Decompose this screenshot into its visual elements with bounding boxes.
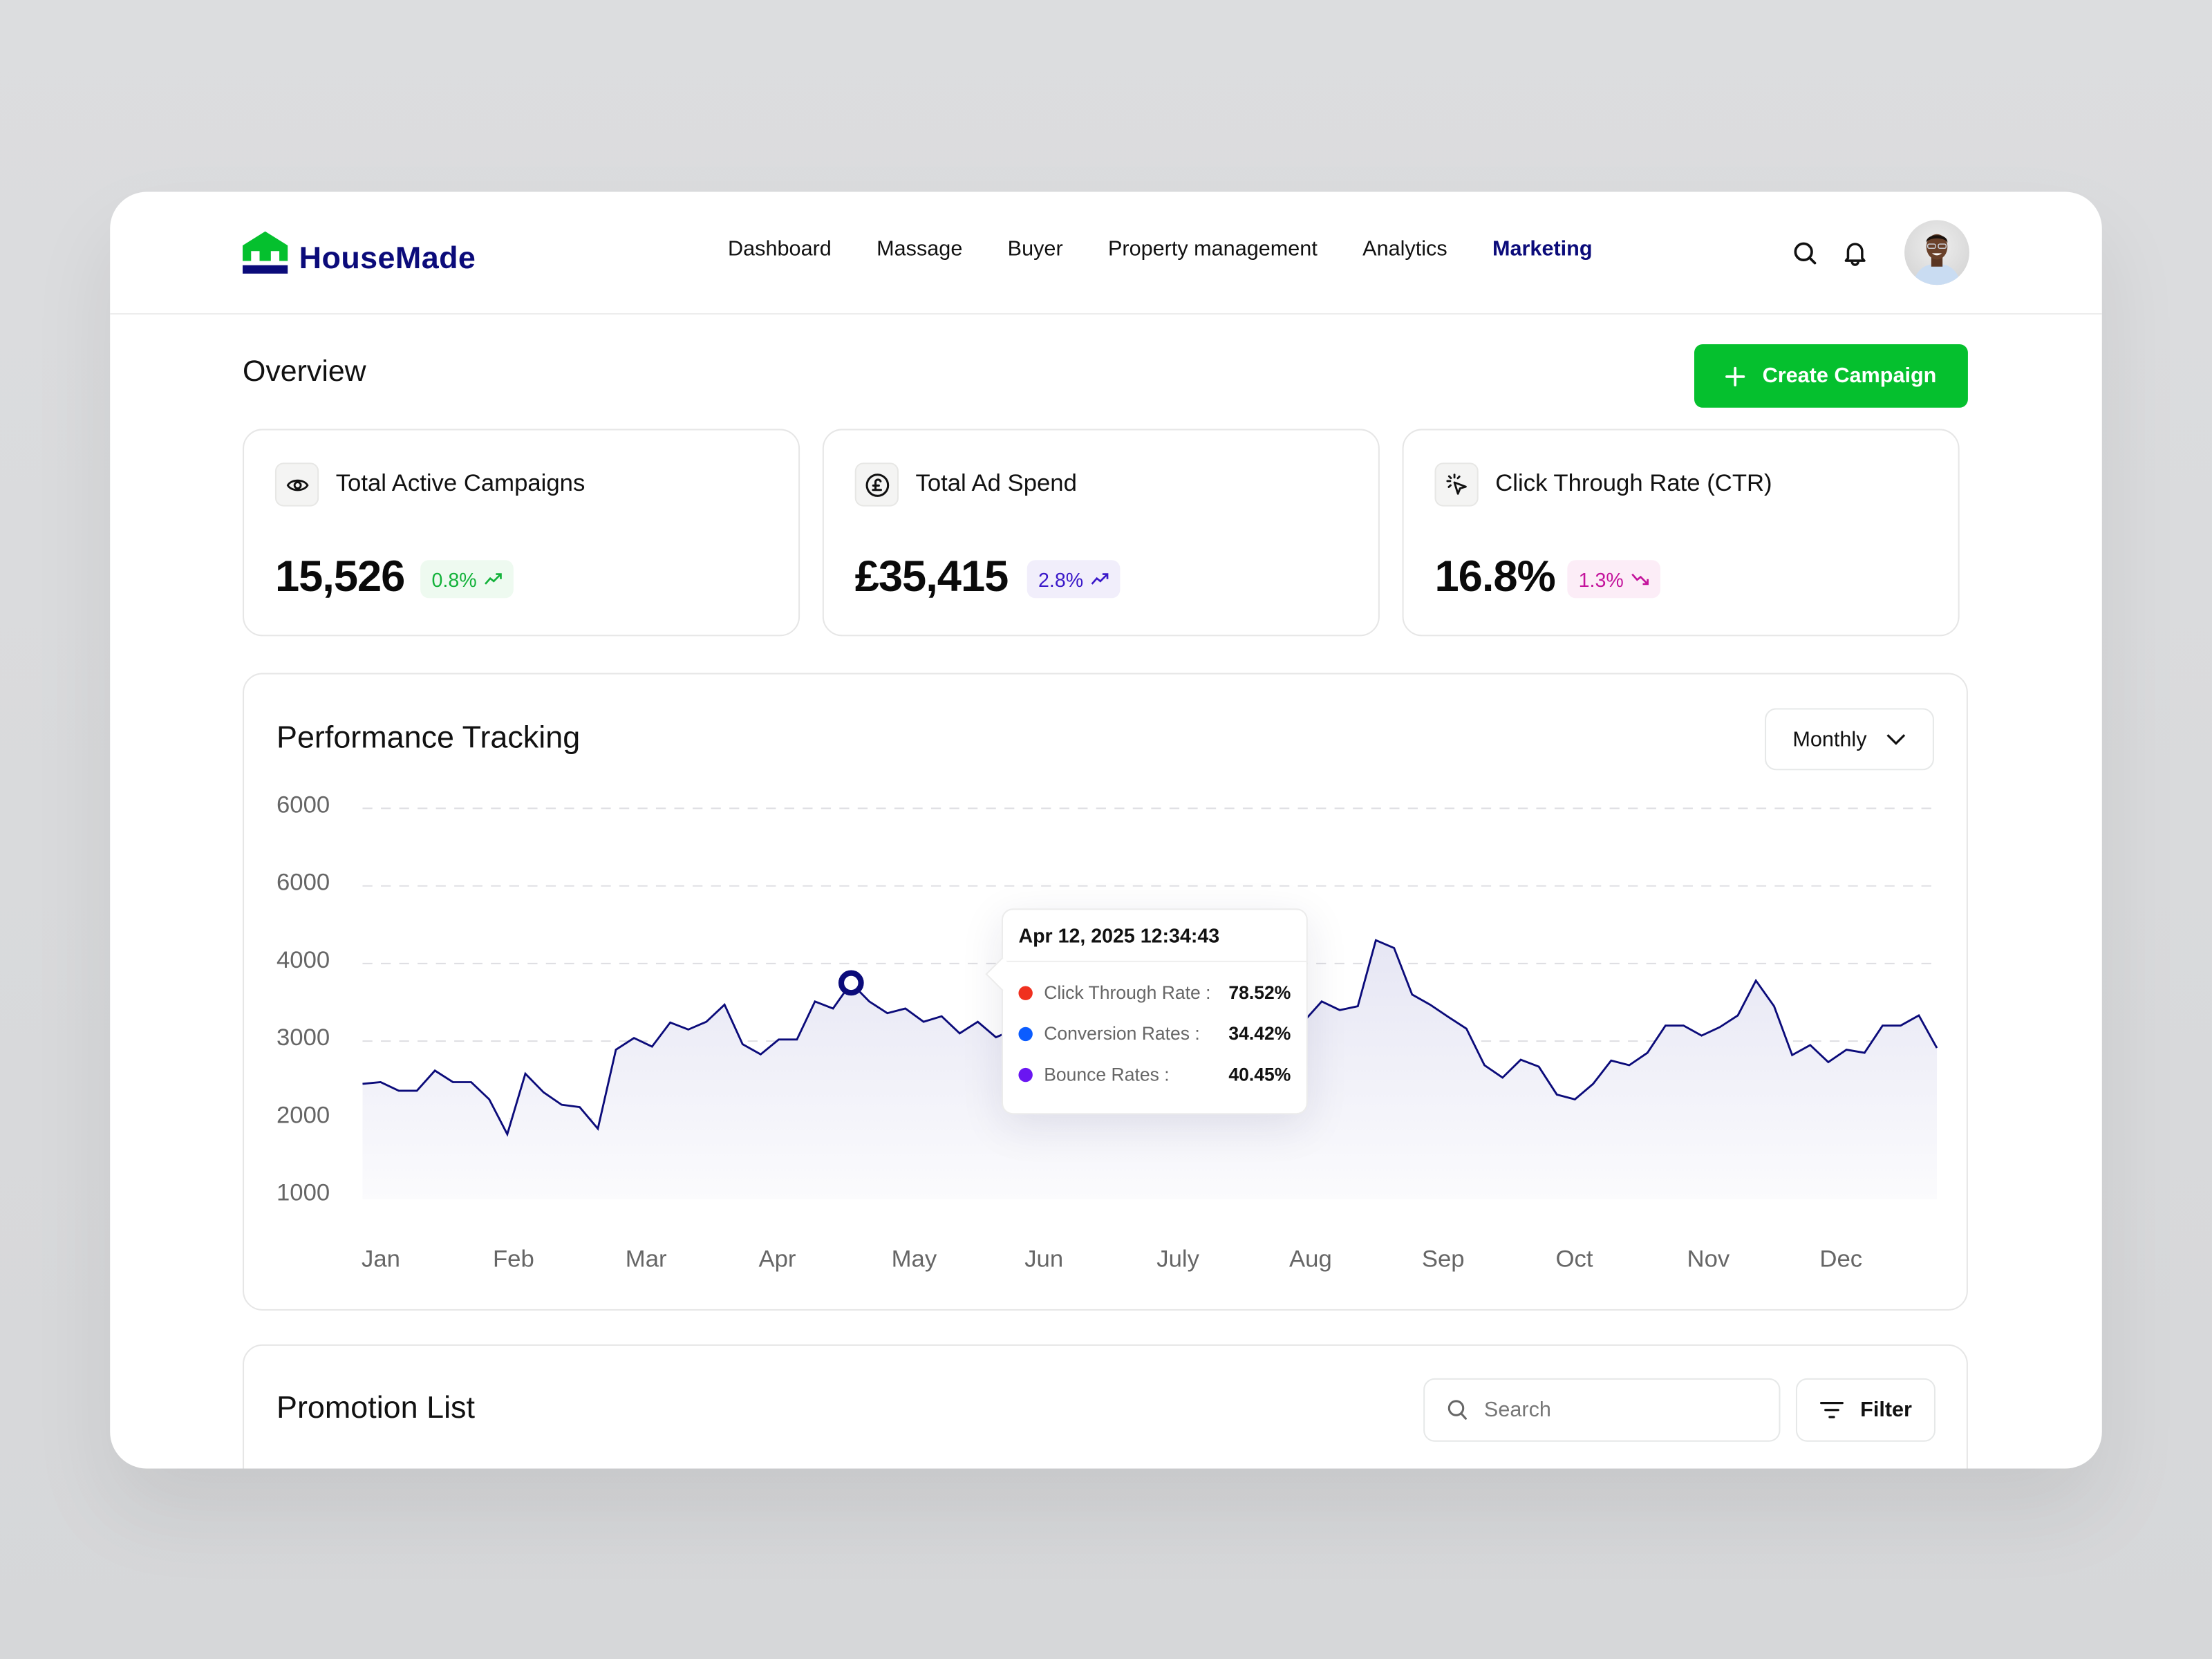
change-badge: 0.8% bbox=[420, 560, 514, 599]
search-icon bbox=[1447, 1400, 1467, 1420]
x-axis-label: May bbox=[891, 1246, 937, 1273]
search-input[interactable] bbox=[1481, 1396, 1755, 1424]
x-axis-label: Feb bbox=[492, 1246, 534, 1273]
x-axis-label: Sep bbox=[1421, 1246, 1465, 1273]
stats-cards: Total Active Campaigns 15,526 0.8% Total… bbox=[243, 429, 1960, 637]
stat-title: Total Active Campaigns bbox=[335, 469, 585, 497]
bell-icon bbox=[1844, 242, 1866, 265]
stat-title: Click Through Rate (CTR) bbox=[1495, 469, 1772, 497]
nav-item-marketing[interactable]: Marketing bbox=[1492, 236, 1593, 261]
y-axis-label: 2000 bbox=[276, 1101, 330, 1129]
filter-button[interactable]: Filter bbox=[1795, 1378, 1936, 1442]
tooltip-timestamp: Apr 12, 2025 12:34:43 bbox=[1003, 910, 1306, 962]
y-axis-label: 1000 bbox=[276, 1179, 330, 1206]
x-axis-label: Apr bbox=[758, 1246, 796, 1273]
panel-title: Performance Tracking bbox=[276, 719, 581, 755]
legend-dot-blue bbox=[1018, 1026, 1033, 1041]
eye-icon-box bbox=[274, 462, 319, 507]
main-nav: Dashboard Massage Buyer Property managem… bbox=[728, 237, 1638, 261]
tooltip-label: Click Through Rate : bbox=[1044, 982, 1211, 1004]
search-field[interactable] bbox=[1423, 1378, 1781, 1442]
cursor-icon-box bbox=[1434, 462, 1479, 507]
tooltip-value: 40.45% bbox=[1228, 1063, 1291, 1085]
trend-up-icon bbox=[1091, 573, 1109, 585]
create-campaign-button[interactable]: Create Campaign bbox=[1694, 344, 1968, 408]
period-select[interactable]: Monthly bbox=[1765, 708, 1934, 771]
notifications-button[interactable] bbox=[1839, 237, 1871, 268]
change-badge: 1.3% bbox=[1567, 560, 1660, 599]
y-axis-label: 3000 bbox=[276, 1024, 330, 1051]
stat-value: £35,415 bbox=[854, 551, 1009, 601]
header-actions bbox=[1789, 220, 1969, 285]
nav-item-dashboard[interactable]: Dashboard bbox=[728, 236, 832, 261]
tooltip-label: Conversion Rates : bbox=[1044, 1022, 1200, 1044]
period-select-value: Monthly bbox=[1792, 727, 1867, 751]
promotion-list-panel: Promotion List Filter bbox=[243, 1344, 1968, 1469]
tooltip-value: 78.52% bbox=[1228, 982, 1291, 1004]
avatar-person-icon bbox=[1913, 234, 1961, 285]
panel-title: Promotion List bbox=[276, 1389, 475, 1425]
create-campaign-label: Create Campaign bbox=[1762, 364, 1937, 388]
stat-title: Total Ad Spend bbox=[915, 469, 1077, 497]
stat-value: 15,526 bbox=[274, 551, 405, 601]
user-avatar[interactable] bbox=[1904, 220, 1969, 285]
tooltip-label: Bounce Rates : bbox=[1044, 1063, 1170, 1085]
tooltip-row-bounce: Bounce Rates : 40.45% bbox=[1018, 1064, 1291, 1085]
trend-up-icon bbox=[484, 573, 502, 585]
highlighted-data-point bbox=[838, 970, 864, 996]
cursor-click-icon bbox=[1445, 473, 1466, 494]
app-window: HouseMade Dashboard Massage Buyer Proper… bbox=[110, 191, 2102, 1469]
pound-coin-icon bbox=[865, 473, 889, 496]
change-value: 0.8% bbox=[431, 568, 477, 591]
chart-tooltip: Apr 12, 2025 12:34:43 Click Through Rate… bbox=[985, 908, 1308, 1115]
tooltip-value: 34.42% bbox=[1228, 1022, 1291, 1044]
x-axis-label: Oct bbox=[1555, 1246, 1593, 1273]
x-axis-label: Aug bbox=[1289, 1246, 1332, 1273]
tooltip-row-conversion: Conversion Rates : 34.42% bbox=[1018, 1023, 1291, 1044]
y-axis-label: 4000 bbox=[276, 946, 330, 974]
stat-value: 16.8% bbox=[1434, 551, 1555, 601]
x-axis-label: Mar bbox=[625, 1246, 667, 1273]
filter-icon bbox=[1819, 1401, 1844, 1418]
house-logo-icon bbox=[243, 231, 288, 274]
legend-dot-red bbox=[1018, 985, 1033, 1000]
chevron-down-icon bbox=[1886, 734, 1906, 745]
performance-tracking-panel: Performance Tracking Monthly 6000 6000 4… bbox=[243, 673, 1968, 1311]
legend-dot-purple bbox=[1018, 1067, 1033, 1082]
trend-down-icon bbox=[1631, 573, 1649, 585]
page-title: Overview bbox=[243, 355, 366, 388]
x-axis-label: Jun bbox=[1024, 1246, 1064, 1273]
nav-item-buyer[interactable]: Buyer bbox=[1007, 236, 1063, 261]
x-axis-label: Nov bbox=[1687, 1246, 1730, 1273]
filter-label: Filter bbox=[1860, 1398, 1912, 1423]
y-axis-label: 6000 bbox=[276, 869, 330, 896]
y-axis-label: 6000 bbox=[276, 791, 330, 818]
x-axis-label: Dec bbox=[1819, 1246, 1863, 1273]
x-axis-label: Jan bbox=[362, 1246, 400, 1273]
search-button[interactable] bbox=[1789, 237, 1820, 268]
nav-item-property-management[interactable]: Property management bbox=[1107, 236, 1318, 261]
brand-logo[interactable]: HouseMade bbox=[243, 231, 476, 275]
search-icon bbox=[1793, 241, 1816, 264]
change-value: 2.8% bbox=[1038, 568, 1084, 591]
nav-item-analytics[interactable]: Analytics bbox=[1362, 236, 1447, 261]
stat-card-ctr: Click Through Rate (CTR) 16.8% 1.3% bbox=[1402, 429, 1960, 637]
pound-icon-box bbox=[854, 462, 899, 507]
stat-card-ad-spend: Total Ad Spend £35,415 2.8% bbox=[822, 429, 1380, 637]
change-badge: 2.8% bbox=[1027, 560, 1121, 599]
plus-icon bbox=[1725, 366, 1745, 386]
nav-item-massage[interactable]: Massage bbox=[877, 236, 963, 261]
top-navigation-bar: HouseMade Dashboard Massage Buyer Proper… bbox=[110, 192, 2102, 315]
tooltip-row-ctr: Click Through Rate : 78.52% bbox=[1018, 982, 1291, 1003]
eye-icon bbox=[285, 478, 308, 491]
x-axis-label: July bbox=[1156, 1246, 1199, 1273]
change-value: 1.3% bbox=[1578, 568, 1624, 591]
brand-name: HouseMade bbox=[299, 239, 476, 275]
stat-card-active-campaigns: Total Active Campaigns 15,526 0.8% bbox=[243, 429, 800, 637]
